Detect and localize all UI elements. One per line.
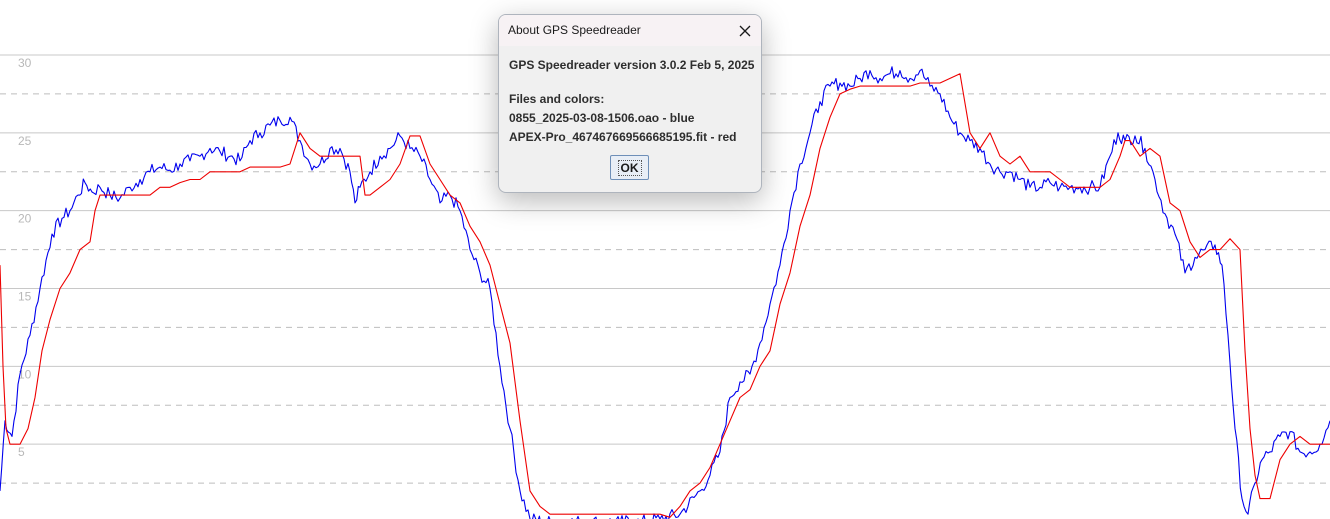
files-heading: Files and colors: <box>509 92 605 106</box>
close-icon <box>739 25 751 36</box>
y-tick-label: 30 <box>18 56 32 70</box>
y-axis-ticks: 30 25 20 15 10 5 <box>18 56 32 459</box>
series-line-blue <box>0 66 1330 519</box>
y-tick-label: 15 <box>18 290 32 304</box>
dialog-title: About GPS Speedreader <box>508 23 641 37</box>
version-text: GPS Speedreader version 3.0.2 Feb 5, 202… <box>509 58 755 72</box>
ok-button[interactable]: OK <box>610 155 649 180</box>
series-line-red <box>0 73 1330 518</box>
file-entry-red: APEX-Pro_467467669566685195.fit - red <box>509 130 737 144</box>
file-entry-blue: 0855_2025-03-08-1506.oao - blue <box>509 111 695 125</box>
y-tick-label: 10 <box>18 367 32 381</box>
about-dialog: About GPS Speedreader GPS Speedreader ve… <box>498 14 762 193</box>
dialog-content: GPS Speedreader version 3.0.2 Feb 5, 202… <box>499 46 761 147</box>
chart-series <box>0 66 1330 519</box>
dialog-titlebar[interactable]: About GPS Speedreader <box>499 15 761 46</box>
close-button[interactable] <box>729 15 761 46</box>
y-tick-label: 5 <box>18 445 25 459</box>
ok-button-label: OK <box>617 159 642 176</box>
y-tick-label: 20 <box>18 212 32 226</box>
y-tick-label: 25 <box>18 134 32 148</box>
